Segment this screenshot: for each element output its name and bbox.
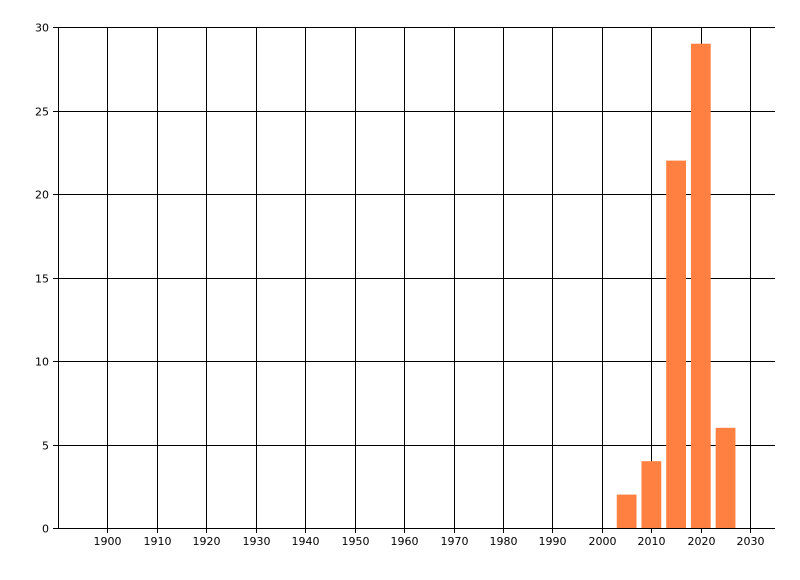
y-tick-label: 20 <box>35 189 49 202</box>
x-tick-label: 1990 <box>539 535 567 548</box>
y-tick-label: 25 <box>35 106 49 119</box>
bar-2015 <box>666 160 686 528</box>
y-tick-label: 5 <box>42 440 49 453</box>
x-tick-label: 2030 <box>737 535 765 548</box>
bar-2005 <box>616 494 637 528</box>
y-tick-label: 15 <box>35 273 49 286</box>
x-tick-label: 1930 <box>243 535 271 548</box>
bars <box>616 43 736 528</box>
x-tick-label: 1900 <box>94 535 122 548</box>
x-tick-label: 1980 <box>490 535 518 548</box>
y-tick-label: 0 <box>42 523 49 536</box>
x-tick-label: 1960 <box>391 535 419 548</box>
x-tick-label: 1940 <box>292 535 320 548</box>
x-tick-label: 2020 <box>688 535 716 548</box>
bar-2025 <box>715 427 736 528</box>
y-tick-label: 10 <box>35 356 49 369</box>
x-tick-label: 1910 <box>144 535 172 548</box>
bar-2020 <box>690 43 711 528</box>
y-tick-label: 30 <box>35 22 49 35</box>
grid <box>53 27 775 533</box>
x-axis-ticks: 1900 1910 1920 1930 1940 1950 1960 1970 1980 1990… <box>94 535 765 548</box>
bar-2010 <box>641 461 662 528</box>
x-tick-label: 2000 <box>589 535 617 548</box>
x-tick-label: 1970 <box>441 535 469 548</box>
y-axis-ticks: 0 5 10 15 20 25 30 <box>35 22 49 536</box>
axes <box>58 27 775 529</box>
x-tick-label: 1920 <box>193 535 221 548</box>
x-tick-label: 2010 <box>638 535 666 548</box>
x-tick-label: 1950 <box>342 535 370 548</box>
